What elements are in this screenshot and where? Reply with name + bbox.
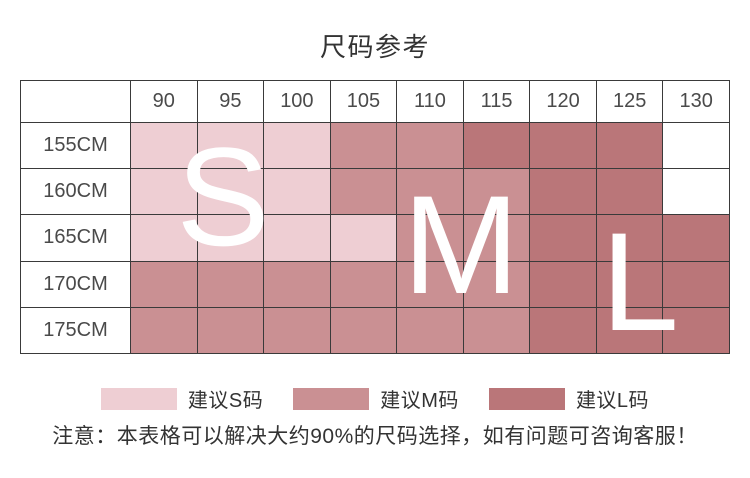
legend-item: 建议L码 xyxy=(488,384,650,413)
height-row-label: 160CM xyxy=(21,169,131,216)
size-cell xyxy=(330,307,398,354)
weight-column-header: 125 xyxy=(596,81,664,123)
height-row-label: 175CM xyxy=(21,307,131,354)
size-cell xyxy=(197,169,265,216)
size-cell xyxy=(663,169,730,216)
size-cell xyxy=(596,261,664,308)
size-cell xyxy=(131,123,198,170)
size-cell xyxy=(197,261,265,308)
height-row-label: 170CM xyxy=(21,261,131,308)
legend-swatch-s xyxy=(100,387,177,410)
size-cell xyxy=(463,123,531,170)
height-row-label: 165CM xyxy=(21,215,131,262)
size-cell xyxy=(397,123,464,170)
legend-label: 建议S码 xyxy=(187,390,264,412)
legend-label: 建议M码 xyxy=(380,390,459,412)
legend-label: 建议L码 xyxy=(575,390,650,412)
height-row-label: 155CM xyxy=(21,123,131,170)
page-title: 尺码参考 xyxy=(319,32,430,62)
size-cell xyxy=(663,261,730,308)
size-cell xyxy=(530,169,597,216)
size-cell xyxy=(197,215,265,262)
legend-item: 建议M码 xyxy=(293,384,459,413)
size-table: 90 95 100 105 110 115 120 125 130 155CM 160CM 165CM… xyxy=(20,80,730,354)
size-cell xyxy=(463,215,531,262)
size-cell xyxy=(264,215,331,262)
size-cell xyxy=(596,307,664,354)
size-cell xyxy=(397,307,464,354)
weight-column-header: 115 xyxy=(463,81,531,123)
size-cell xyxy=(596,169,664,216)
size-cell xyxy=(264,261,331,308)
weight-column-header: 110 xyxy=(397,81,464,123)
weight-column-header: 130 xyxy=(663,81,730,123)
size-cell xyxy=(264,169,331,216)
size-cell xyxy=(397,261,464,308)
size-cell xyxy=(197,307,265,354)
size-cell xyxy=(463,169,531,216)
size-cell xyxy=(330,123,398,170)
corner-cell xyxy=(21,81,131,123)
size-cell xyxy=(131,307,198,354)
size-cell xyxy=(131,215,198,262)
weight-column-header: 105 xyxy=(330,81,398,123)
weight-column-header: 100 xyxy=(264,81,331,123)
size-cell xyxy=(264,307,331,354)
size-cell xyxy=(131,169,198,216)
size-cell xyxy=(397,215,464,262)
size-cell xyxy=(663,123,730,170)
size-cell xyxy=(463,261,531,308)
size-cell xyxy=(330,215,398,262)
size-cell xyxy=(530,123,597,170)
legend-swatch-l xyxy=(488,387,565,410)
weight-column-header: 95 xyxy=(197,81,265,123)
size-cell xyxy=(264,123,331,170)
size-cell xyxy=(530,215,597,262)
size-cell xyxy=(530,261,597,308)
size-cell xyxy=(397,169,464,216)
legend: 建议S码 建议M码 建议L码 xyxy=(0,384,750,413)
size-cell xyxy=(330,261,398,308)
note-text: 注意：本表格可以解决大约90%的尺码选择，如有问题可咨询客服！ xyxy=(52,425,698,448)
size-cell xyxy=(131,261,198,308)
size-cell xyxy=(330,169,398,216)
size-cell xyxy=(596,123,664,170)
weight-column-header: 90 xyxy=(131,81,198,123)
legend-swatch-m xyxy=(293,387,370,410)
size-cell xyxy=(663,307,730,354)
weight-column-header: 120 xyxy=(530,81,597,123)
legend-item: 建议S码 xyxy=(100,384,264,413)
size-cell xyxy=(663,215,730,262)
size-cell xyxy=(463,307,531,354)
size-cell xyxy=(197,123,265,170)
size-cell xyxy=(596,215,664,262)
size-cell xyxy=(530,307,597,354)
